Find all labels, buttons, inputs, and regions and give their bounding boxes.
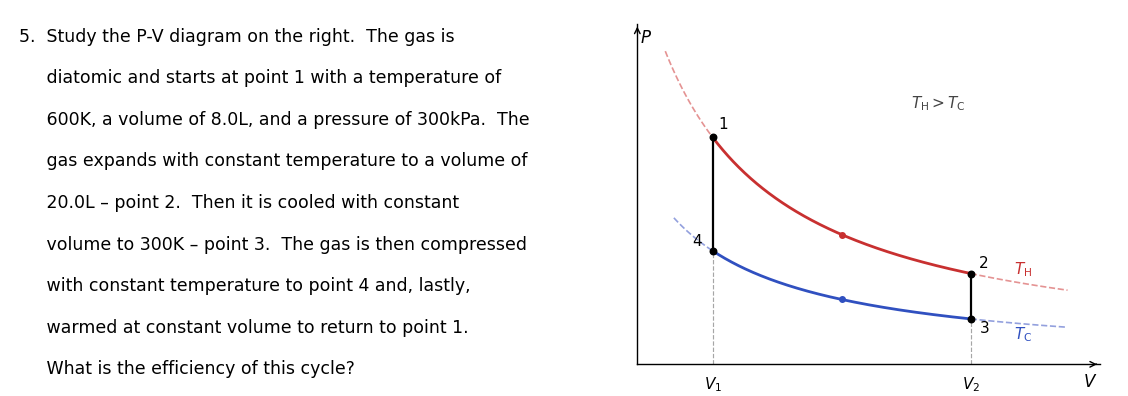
Text: $T_\mathrm{H}$: $T_\mathrm{H}$ [1014,261,1032,280]
Point [832,296,851,303]
Text: 3: 3 [979,321,989,336]
Text: $T_\mathrm{H} > T_\mathrm{C}$: $T_\mathrm{H} > T_\mathrm{C}$ [911,94,966,112]
Point [704,248,722,254]
Text: $V_2$: $V_2$ [962,376,980,394]
Text: 4: 4 [693,234,702,249]
Point [832,231,851,238]
Point [704,134,722,141]
Text: 2: 2 [979,256,989,271]
Text: diatomic and starts at point 1 with a temperature of: diatomic and starts at point 1 with a te… [19,69,501,87]
Point [962,316,980,322]
Text: P: P [641,29,651,47]
Text: $V_1$: $V_1$ [704,376,722,394]
Text: 5.  Study the P-V diagram on the right.  The gas is: 5. Study the P-V diagram on the right. T… [19,28,455,46]
Text: 600K, a volume of 8.0L, and a pressure of 300kPa.  The: 600K, a volume of 8.0L, and a pressure o… [19,111,529,129]
Text: gas expands with constant temperature to a volume of: gas expands with constant temperature to… [19,152,527,170]
Text: 20.0L – point 2.  Then it is cooled with constant: 20.0L – point 2. Then it is cooled with … [19,194,459,212]
Point [962,270,980,277]
Text: 1: 1 [719,116,728,131]
Text: What is the efficiency of this cycle?: What is the efficiency of this cycle? [19,360,354,378]
Text: volume to 300K – point 3.  The gas is then compressed: volume to 300K – point 3. The gas is the… [19,236,527,253]
Text: warmed at constant volume to return to point 1.: warmed at constant volume to return to p… [19,319,468,337]
Text: V: V [1084,373,1095,391]
Text: with constant temperature to point 4 and, lastly,: with constant temperature to point 4 and… [19,277,470,295]
Text: $T_\mathrm{C}$: $T_\mathrm{C}$ [1014,325,1032,344]
